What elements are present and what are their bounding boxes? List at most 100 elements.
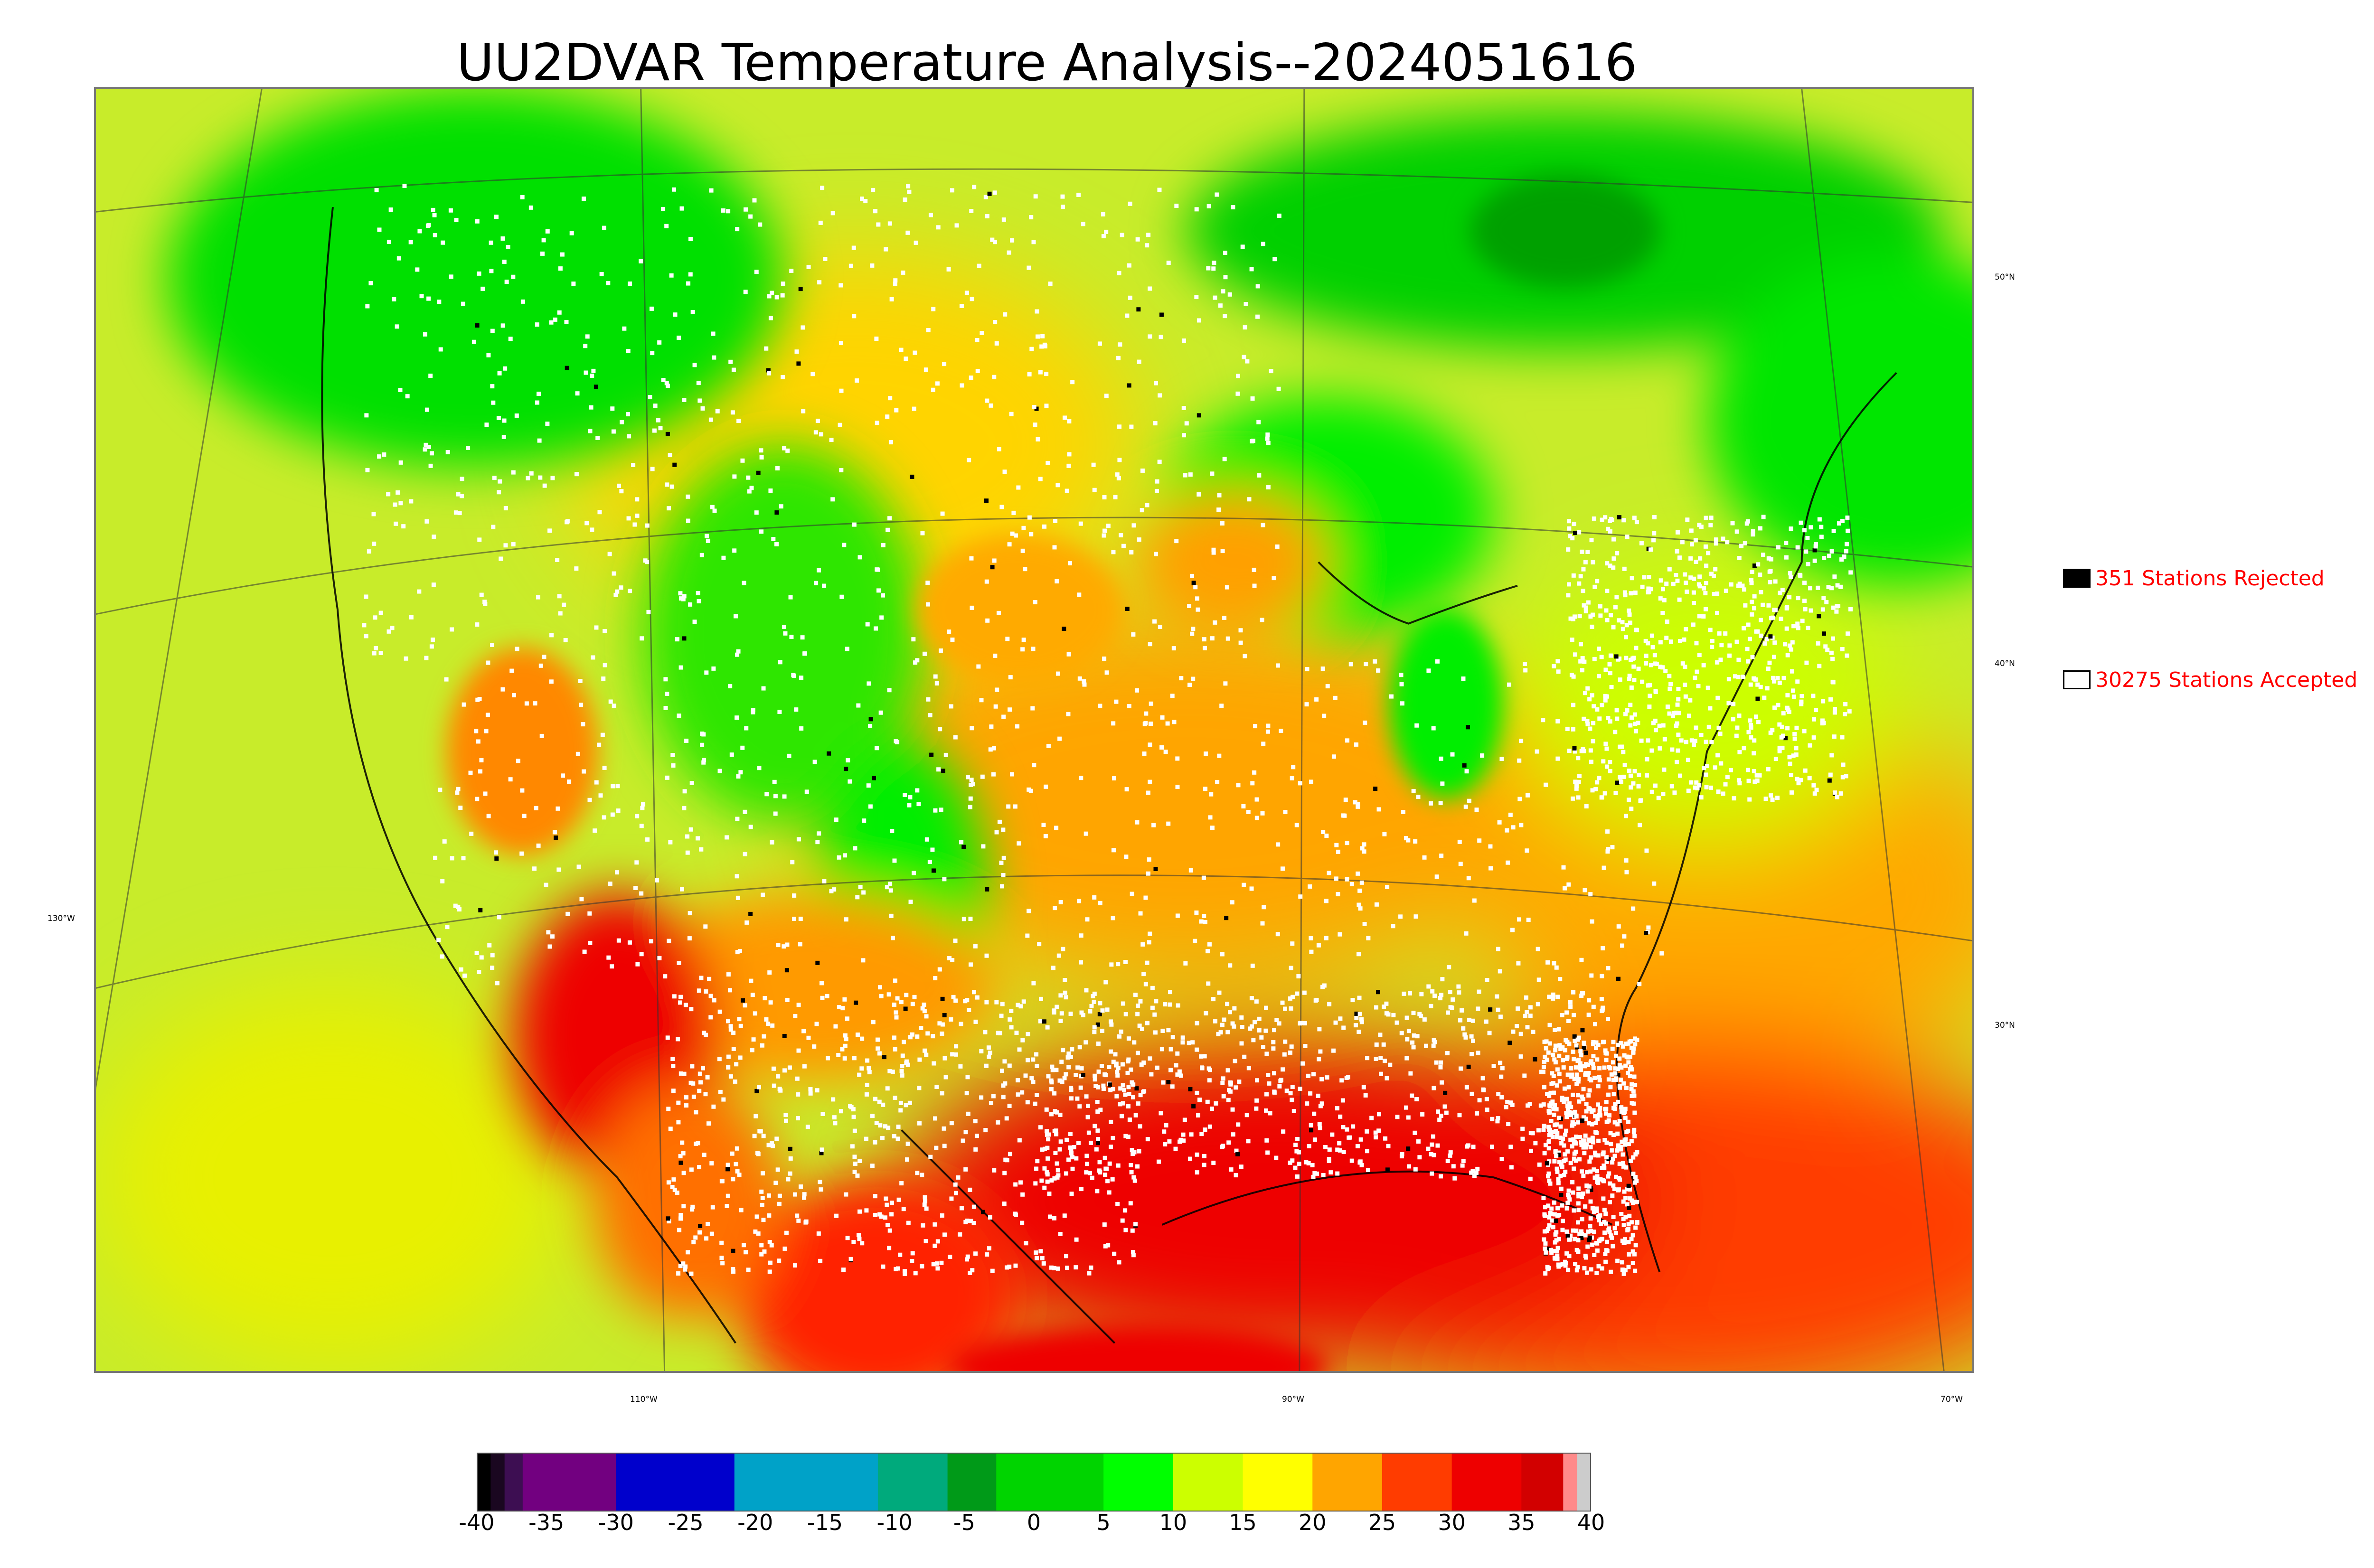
accepted-station-marker	[1242, 1055, 1246, 1059]
accepted-station-marker	[1762, 515, 1766, 519]
accepted-station-marker	[1688, 556, 1693, 561]
accepted-station-marker	[857, 1233, 861, 1237]
accepted-station-marker	[1555, 659, 1560, 663]
accepted-station-marker	[1630, 576, 1634, 580]
accepted-station-marker	[906, 1221, 911, 1225]
accepted-station-marker	[1100, 1029, 1104, 1033]
accepted-station-marker	[967, 1008, 971, 1012]
accepted-station-marker	[1216, 507, 1221, 512]
accepted-station-marker	[1089, 1004, 1093, 1008]
accepted-station-marker	[788, 1065, 792, 1070]
accepted-station-marker	[984, 1064, 989, 1068]
accepted-station-marker	[1724, 589, 1728, 593]
accepted-station-marker	[950, 958, 954, 962]
accepted-station-marker	[973, 944, 978, 948]
accepted-station-marker	[1635, 628, 1639, 632]
accepted-station-marker	[1658, 596, 1663, 601]
accepted-station-marker	[1228, 1089, 1233, 1094]
accepted-station-marker	[1648, 683, 1652, 687]
accepted-station-marker	[1056, 1173, 1060, 1177]
rejected-station-marker	[1554, 1219, 1558, 1223]
accepted-station-marker	[999, 505, 1004, 509]
accepted-station-marker	[704, 1033, 708, 1037]
accepted-station-marker	[1613, 730, 1617, 734]
accepted-station-marker	[634, 860, 639, 864]
accepted-station-marker	[1103, 1156, 1107, 1160]
accepted-station-marker	[1451, 1164, 1456, 1168]
accepted-station-marker	[1569, 1066, 1573, 1070]
accepted-station-marker	[1591, 739, 1595, 743]
accepted-station-marker	[878, 985, 882, 989]
accepted-station-marker	[1416, 795, 1420, 799]
accepted-station-marker	[1111, 1177, 1115, 1182]
accepted-station-marker	[1676, 749, 1680, 753]
accepted-station-marker	[947, 629, 951, 634]
accepted-station-marker	[1135, 1164, 1140, 1169]
accepted-station-marker	[1729, 582, 1733, 587]
accepted-station-marker	[1550, 1071, 1554, 1075]
accepted-station-marker	[1756, 562, 1760, 566]
accepted-station-marker	[1601, 1196, 1605, 1201]
accepted-station-marker	[1611, 1040, 1615, 1044]
accepted-station-marker	[1077, 592, 1081, 597]
accepted-station-marker	[1143, 722, 1147, 726]
accepted-station-marker	[1553, 1212, 1557, 1217]
accepted-station-marker	[1804, 549, 1808, 554]
accepted-station-marker	[909, 900, 913, 904]
accepted-station-marker	[1408, 991, 1412, 995]
accepted-station-marker	[1105, 1007, 1110, 1012]
accepted-station-marker	[1439, 757, 1443, 761]
accepted-station-marker	[1615, 1221, 1619, 1226]
accepted-station-marker	[1264, 1092, 1269, 1097]
accepted-station-marker	[989, 724, 993, 729]
accepted-station-marker	[1118, 342, 1122, 347]
accepted-station-marker	[1631, 1051, 1635, 1055]
accepted-station-marker	[526, 476, 530, 480]
accepted-station-marker	[1159, 745, 1164, 750]
accepted-station-marker	[995, 341, 999, 346]
colorbar-tick-label: -35	[528, 1510, 564, 1535]
accepted-station-marker	[1627, 609, 1631, 613]
accepted-station-marker	[1576, 1220, 1580, 1224]
accepted-station-marker	[1061, 1048, 1065, 1052]
accepted-station-marker	[1619, 1065, 1623, 1070]
accepted-station-marker	[1549, 1131, 1554, 1136]
accepted-station-marker	[1354, 1023, 1358, 1027]
accepted-station-marker	[743, 1003, 747, 1007]
accepted-station-marker	[731, 410, 735, 414]
accepted-station-marker	[1821, 607, 1825, 611]
accepted-station-marker	[1044, 404, 1048, 408]
accepted-station-marker	[737, 1017, 741, 1021]
accepted-station-marker	[617, 484, 621, 488]
accepted-station-marker	[976, 665, 980, 669]
accepted-station-marker	[1451, 997, 1455, 1002]
accepted-station-marker	[1044, 785, 1048, 789]
accepted-station-marker	[429, 464, 433, 468]
accepted-station-marker	[1576, 1186, 1581, 1191]
accepted-station-marker	[1619, 779, 1623, 784]
colorbar-segment	[616, 1453, 735, 1512]
rejected-station-marker	[785, 968, 789, 972]
accepted-station-marker	[1793, 737, 1797, 741]
accepted-station-marker	[1605, 829, 1610, 834]
accepted-station-marker	[792, 893, 796, 898]
accepted-station-marker	[1816, 586, 1820, 590]
accepted-station-marker	[959, 840, 963, 845]
accepted-station-marker	[1465, 769, 1469, 773]
accepted-station-marker	[497, 915, 501, 920]
accepted-station-marker	[1074, 1265, 1078, 1269]
rejected-station-marker	[1191, 1104, 1196, 1108]
accepted-station-marker	[1789, 648, 1793, 652]
accepted-station-marker	[1561, 1137, 1565, 1141]
accepted-station-marker	[1180, 1040, 1185, 1044]
accepted-station-marker	[430, 451, 434, 455]
accepted-station-marker	[1413, 1167, 1418, 1172]
accepted-station-marker	[562, 603, 566, 607]
accepted-station-marker	[1589, 1200, 1593, 1204]
accepted-station-marker	[1039, 997, 1043, 1001]
accepted-station-marker	[1614, 1054, 1618, 1058]
accepted-station-marker	[1077, 1104, 1082, 1108]
accepted-station-marker	[726, 1194, 730, 1198]
accepted-station-marker	[843, 853, 847, 857]
accepted-station-marker	[1613, 605, 1618, 610]
